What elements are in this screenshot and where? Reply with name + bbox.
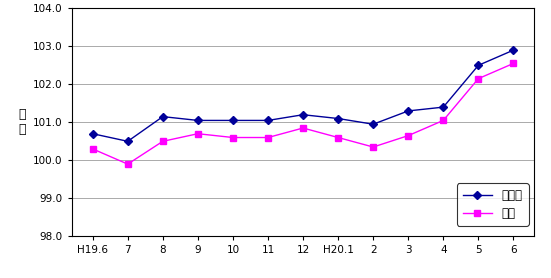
三重県: [405, 109, 412, 113]
三重県: [230, 119, 236, 122]
三重県: [370, 123, 376, 126]
三重県: [125, 140, 131, 143]
津市: [159, 140, 166, 143]
津市: [264, 136, 271, 139]
津市: [475, 77, 482, 80]
津市: [510, 62, 517, 65]
三重県: [159, 115, 166, 118]
Legend: 三重県, 津市: 三重県, 津市: [457, 183, 528, 226]
三重県: [440, 105, 447, 109]
津市: [370, 145, 376, 149]
津市: [440, 119, 447, 122]
三重県: [475, 64, 482, 67]
津市: [335, 136, 342, 139]
三重県: [335, 117, 342, 120]
三重県: [510, 48, 517, 52]
Line: 津市: 津市: [90, 61, 516, 167]
津市: [230, 136, 236, 139]
津市: [195, 132, 201, 135]
三重県: [300, 113, 306, 116]
三重県: [195, 119, 201, 122]
津市: [405, 134, 412, 137]
三重県: [264, 119, 271, 122]
三重県: [89, 132, 96, 135]
津市: [125, 162, 131, 166]
Line: 三重県: 三重県: [90, 47, 516, 144]
津市: [300, 126, 306, 130]
Y-axis label: 指
数: 指 数: [18, 108, 25, 136]
津市: [89, 147, 96, 151]
